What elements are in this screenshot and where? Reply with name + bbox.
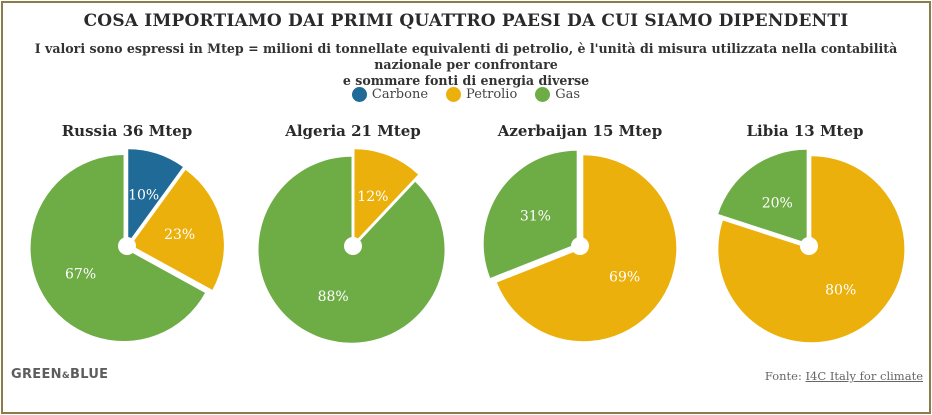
pie-label-azerbaijan-petrolio: 69% — [609, 269, 640, 285]
green-blue-logo: GREEN&BLUE — [11, 367, 109, 382]
pie-label-russia-carbone: 10% — [128, 188, 159, 204]
pie-label-russia-gas: 67% — [65, 266, 96, 282]
pie-label-azerbaijan-gas: 31% — [520, 209, 551, 225]
legend-label-gas: Gas — [555, 87, 581, 102]
pie-title-russia: Russia 36 Mtep — [61, 122, 193, 140]
chart-subtitle: I valori sono espressi in Mtep = milioni… — [3, 41, 929, 89]
pie-center-hole-azerbaijan — [571, 237, 589, 255]
pie-center-hole-algeria — [344, 237, 362, 255]
pie-label-russia-petrolio: 23% — [164, 227, 195, 243]
subtitle-line-1: I valori sono espressi in Mtep = milioni… — [34, 41, 898, 72]
legend-swatch-petrolio — [446, 87, 462, 102]
pie-label-algeria-petrolio: 12% — [357, 189, 388, 205]
legend-item-carbone[interactable]: Carbone — [351, 87, 429, 102]
legend-label-petrolio: Petrolio — [466, 87, 518, 102]
pie-label-libia-petrolio: 80% — [825, 283, 856, 299]
legend-swatch-carbone — [351, 87, 367, 102]
pie-slice-algeria-petrolio[interactable] — [354, 149, 419, 243]
chart-title: COSA IMPORTIAMO DAI PRIMI QUATTRO PAESI … — [83, 11, 849, 31]
pie-slice-russia-carbone[interactable] — [128, 149, 183, 243]
legend-label-carbone: Carbone — [371, 87, 429, 102]
pie-slice-libia-gas[interactable] — [718, 149, 807, 243]
pie-slice-russia-gas[interactable] — [30, 155, 206, 342]
pie-slice-russia-petrolio[interactable] — [130, 169, 224, 290]
subtitle-line-2: e sommare fonti di energia diverse — [342, 73, 590, 88]
pie-slice-azerbaijan-gas[interactable] — [483, 150, 577, 278]
pie-label-algeria-gas: 88% — [318, 289, 349, 305]
pie-title-algeria: Algeria 21 Mtep — [285, 122, 421, 140]
source-link[interactable]: I4C Italy for climate — [805, 369, 923, 383]
source-credit: Fonte: I4C Italy for climate — [764, 369, 923, 383]
pie-center-hole-libia — [800, 237, 818, 255]
pie-title-libia: Libia 13 Mtep — [746, 122, 864, 140]
pie-charts: 10% 23% 67% 12% 88% 69% 31% 80% 20% — [30, 149, 905, 343]
legend-item-gas[interactable]: Gas — [535, 87, 580, 102]
legend-swatch-gas — [535, 87, 551, 102]
legend-item-petrolio[interactable]: Petrolio — [446, 87, 517, 102]
pie-center-hole-russia — [118, 237, 136, 255]
pie-label-libia-gas: 20% — [762, 195, 793, 211]
legend: Carbone Petrolio Gas — [3, 87, 929, 102]
pie-title-azerbaijan: Azerbaijan 15 Mtep — [497, 122, 663, 140]
